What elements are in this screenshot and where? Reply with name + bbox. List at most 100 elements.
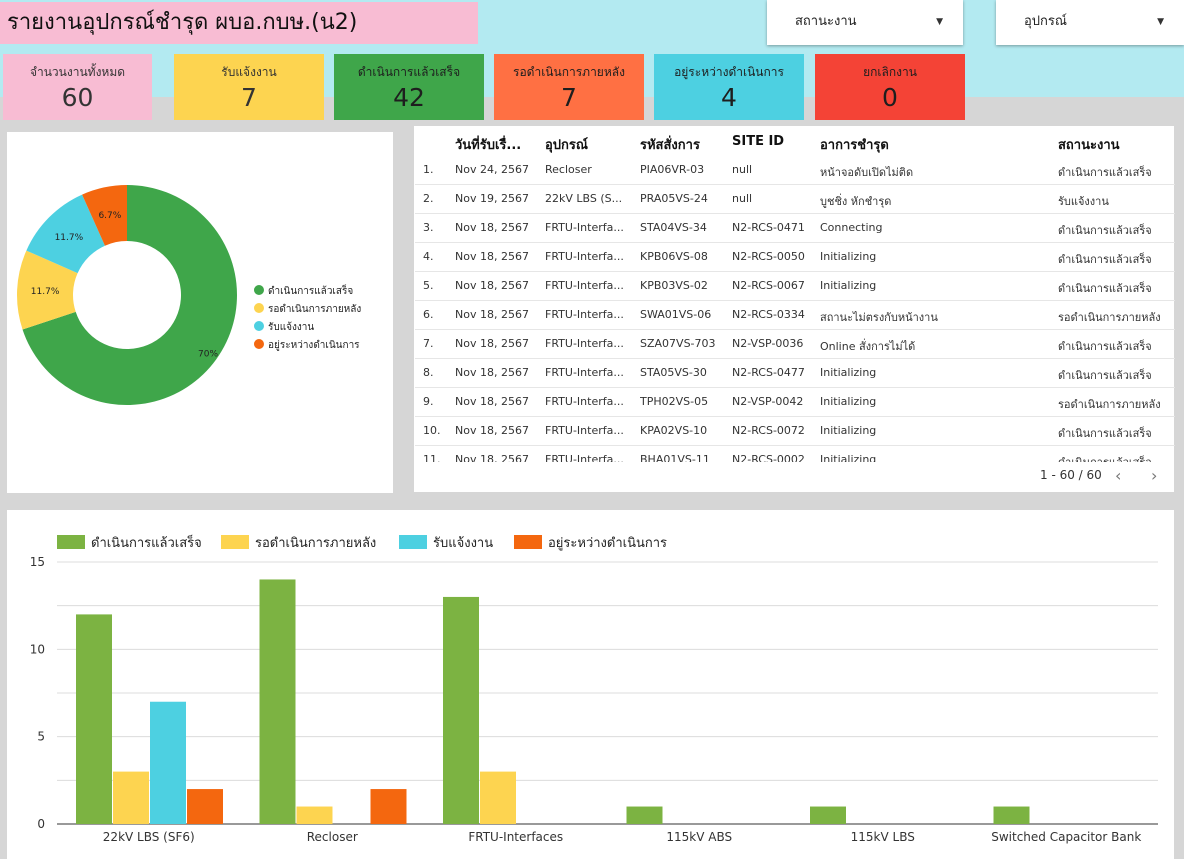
row-status: ดำเนินการแล้วเสร็จ xyxy=(1058,166,1152,179)
row-symptom: Connecting xyxy=(820,221,883,234)
bar-legend-item: ดำเนินการแล้วเสร็จ xyxy=(57,532,202,553)
kpi-label: ยกเลิกงาน xyxy=(863,65,917,79)
row-order-code: PRA05VS-24 xyxy=(640,192,708,205)
row-order-code: KPB06VS-08 xyxy=(640,250,708,263)
row-number: 8. xyxy=(423,366,434,379)
kpi-in-progress: อยู่ระหว่างดำเนินการ 4 xyxy=(654,54,804,120)
row-site-id: N2-RCS-0067 xyxy=(732,279,805,292)
row-device: FRTU-Interfa... xyxy=(545,395,624,408)
row-status: ดำเนินการแล้วเสร็จ xyxy=(1058,427,1152,440)
pagination-text: 1 - 60 / 60 xyxy=(1040,468,1102,482)
table-row[interactable]: 11. Nov 18, 2567 FRTU-Interfa... BHA01VS-11… xyxy=(415,446,1175,462)
row-order-code: SWA01VS-06 xyxy=(640,308,712,321)
kpi-label: อยู่ระหว่างดำเนินการ xyxy=(674,65,784,79)
row-order-code: PIA06VR-03 xyxy=(640,163,705,176)
table-row[interactable]: 2. Nov 19, 2567 22kV LBS (S... PRA05VS-24 nu… xyxy=(415,185,1175,214)
row-number: 9. xyxy=(423,395,434,408)
pie-slice-label: 70% xyxy=(198,350,218,360)
row-number: 10. xyxy=(423,424,441,437)
row-date: Nov 18, 2567 xyxy=(455,250,529,263)
bar-legend-item: รับแจ้งงาน xyxy=(399,532,493,553)
kpi-pending-later: รอดำเนินการภายหลัง 7 xyxy=(494,54,644,120)
table-row[interactable]: 3. Nov 18, 2567 FRTU-Interfa... STA04VS-34 N… xyxy=(415,214,1175,243)
kpi-label: รับแจ้งงาน xyxy=(221,65,277,79)
col-header-symptom[interactable]: อาการชำรุด xyxy=(820,138,889,153)
legend-label: รอดำเนินการภายหลัง xyxy=(255,536,377,551)
row-symptom: Initializing xyxy=(820,279,877,292)
table-row[interactable]: 6. Nov 18, 2567 FRTU-Interfa... SWA01VS-06 N… xyxy=(415,301,1175,330)
row-site-id: N2-RCS-0477 xyxy=(732,366,805,379)
row-number: 2. xyxy=(423,192,434,205)
row-symptom: Initializing xyxy=(820,366,877,379)
row-status: รอดำเนินการภายหลัง xyxy=(1058,398,1161,411)
row-date: Nov 18, 2567 xyxy=(455,337,529,350)
row-date: Nov 18, 2567 xyxy=(455,424,529,437)
row-status: ดำเนินการแล้วเสร็จ xyxy=(1058,453,1152,462)
pie-slice[interactable] xyxy=(26,194,105,274)
row-device: FRTU-Interfa... xyxy=(545,453,624,462)
row-date: Nov 18, 2567 xyxy=(455,395,529,408)
table-row[interactable]: 9. Nov 18, 2567 FRTU-Interfa... TPH02VS-05 N… xyxy=(415,388,1175,417)
row-symptom: Initializing xyxy=(820,424,877,437)
row-site-id: N2-VSP-0036 xyxy=(732,337,804,350)
pie-slice[interactable] xyxy=(82,185,127,246)
legend-swatch xyxy=(514,535,542,549)
row-site-id: null xyxy=(732,163,753,176)
table-body[interactable]: 1. Nov 24, 2567 Recloser PIA06VR-03 null หน้า… xyxy=(0,0,1184,462)
row-order-code: BHA01VS-11 xyxy=(640,453,710,462)
row-order-code: STA04VS-34 xyxy=(640,221,707,234)
table-row[interactable]: 4. Nov 18, 2567 FRTU-Interfa... KPB06VS-08 N… xyxy=(415,243,1175,272)
pie-legend-item: อยู่ระหว่างดำเนินการ xyxy=(254,338,360,353)
row-device: 22kV LBS (S... xyxy=(545,192,623,205)
col-header-status[interactable]: สถานะงาน xyxy=(1058,138,1120,153)
row-site-id: N2-RCS-0334 xyxy=(732,308,805,321)
row-status: ดำเนินการแล้วเสร็จ xyxy=(1058,253,1152,266)
pie-slice-label: 11.7% xyxy=(55,233,84,243)
legend-label: อยู่ระหว่างดำเนินการ xyxy=(548,536,668,551)
row-number: 5. xyxy=(423,279,434,292)
legend-swatch xyxy=(399,535,427,549)
kpi-cancelled: ยกเลิกงาน 0 xyxy=(815,54,965,120)
row-symptom: Initializing xyxy=(820,395,877,408)
chevron-left-icon[interactable]: ‹ xyxy=(1115,466,1122,485)
table-row[interactable]: 8. Nov 18, 2567 FRTU-Interfa... STA05VS-30 N… xyxy=(415,359,1175,388)
kpi-received: รับแจ้งงาน 7 xyxy=(174,54,324,120)
row-number: 3. xyxy=(423,221,434,234)
row-number: 6. xyxy=(423,308,434,321)
device-filter-dropdown[interactable]: อุปกรณ์ ▼ xyxy=(996,0,1184,45)
pie-legend-item: รอดำเนินการภายหลัง xyxy=(254,302,361,317)
table-row[interactable]: 10. Nov 18, 2567 FRTU-Interfa... KPA02VS-10… xyxy=(415,417,1175,446)
row-number: 11. xyxy=(423,453,441,462)
col-header-site-id[interactable]: SITE ID xyxy=(732,134,785,149)
kpi-value: 0 xyxy=(882,83,898,112)
row-symptom: สถานะไม่ตรงกับหน้างาน xyxy=(820,311,938,324)
table-row[interactable]: 5. Nov 18, 2567 FRTU-Interfa... KPB03VS-02 N… xyxy=(415,272,1175,301)
kpi-value: 60 xyxy=(61,83,94,112)
pie-legend-item: รับแจ้งงาน xyxy=(254,320,314,335)
row-status: รับแจ้งงาน xyxy=(1058,195,1109,208)
row-symptom: Online สั่งการไม่ได้ xyxy=(820,340,916,353)
table-row[interactable]: 1. Nov 24, 2567 Recloser PIA06VR-03 null หน้า… xyxy=(415,156,1175,185)
row-date: Nov 18, 2567 xyxy=(455,279,529,292)
kpi-value: 7 xyxy=(561,83,577,112)
row-site-id: N2-VSP-0042 xyxy=(732,395,804,408)
legend-swatch xyxy=(221,535,249,549)
kpi-label: จำนวนงานทั้งหมด xyxy=(29,65,126,79)
col-header-date[interactable]: วันที่รับเรื่... xyxy=(455,138,522,153)
row-site-id: N2-RCS-0002 xyxy=(732,453,805,462)
row-order-code: KPA02VS-10 xyxy=(640,424,708,437)
row-status: ดำเนินการแล้วเสร็จ xyxy=(1058,282,1152,295)
table-row[interactable]: 7. Nov 18, 2567 FRTU-Interfa... SZA07VS-703… xyxy=(415,330,1175,359)
table-header: วันที่รับเรื่... อุปกรณ์ รหัสสั่งการ SIT… xyxy=(415,132,1175,156)
row-status: ดำเนินการแล้วเสร็จ xyxy=(1058,224,1152,237)
pie-slice[interactable] xyxy=(16,250,78,330)
pie-slice[interactable] xyxy=(22,185,237,405)
col-header-order-code[interactable]: รหัสสั่งการ xyxy=(640,138,700,153)
chevron-right-icon[interactable]: › xyxy=(1151,466,1158,485)
legend-swatch xyxy=(57,535,85,549)
caret-down-icon: ▼ xyxy=(936,17,943,27)
row-device: FRTU-Interfa... xyxy=(545,250,624,263)
status-filter-dropdown[interactable]: สถานะงาน ▼ xyxy=(767,0,963,45)
row-date: Nov 18, 2567 xyxy=(455,366,529,379)
col-header-device[interactable]: อุปกรณ์ xyxy=(545,138,588,153)
